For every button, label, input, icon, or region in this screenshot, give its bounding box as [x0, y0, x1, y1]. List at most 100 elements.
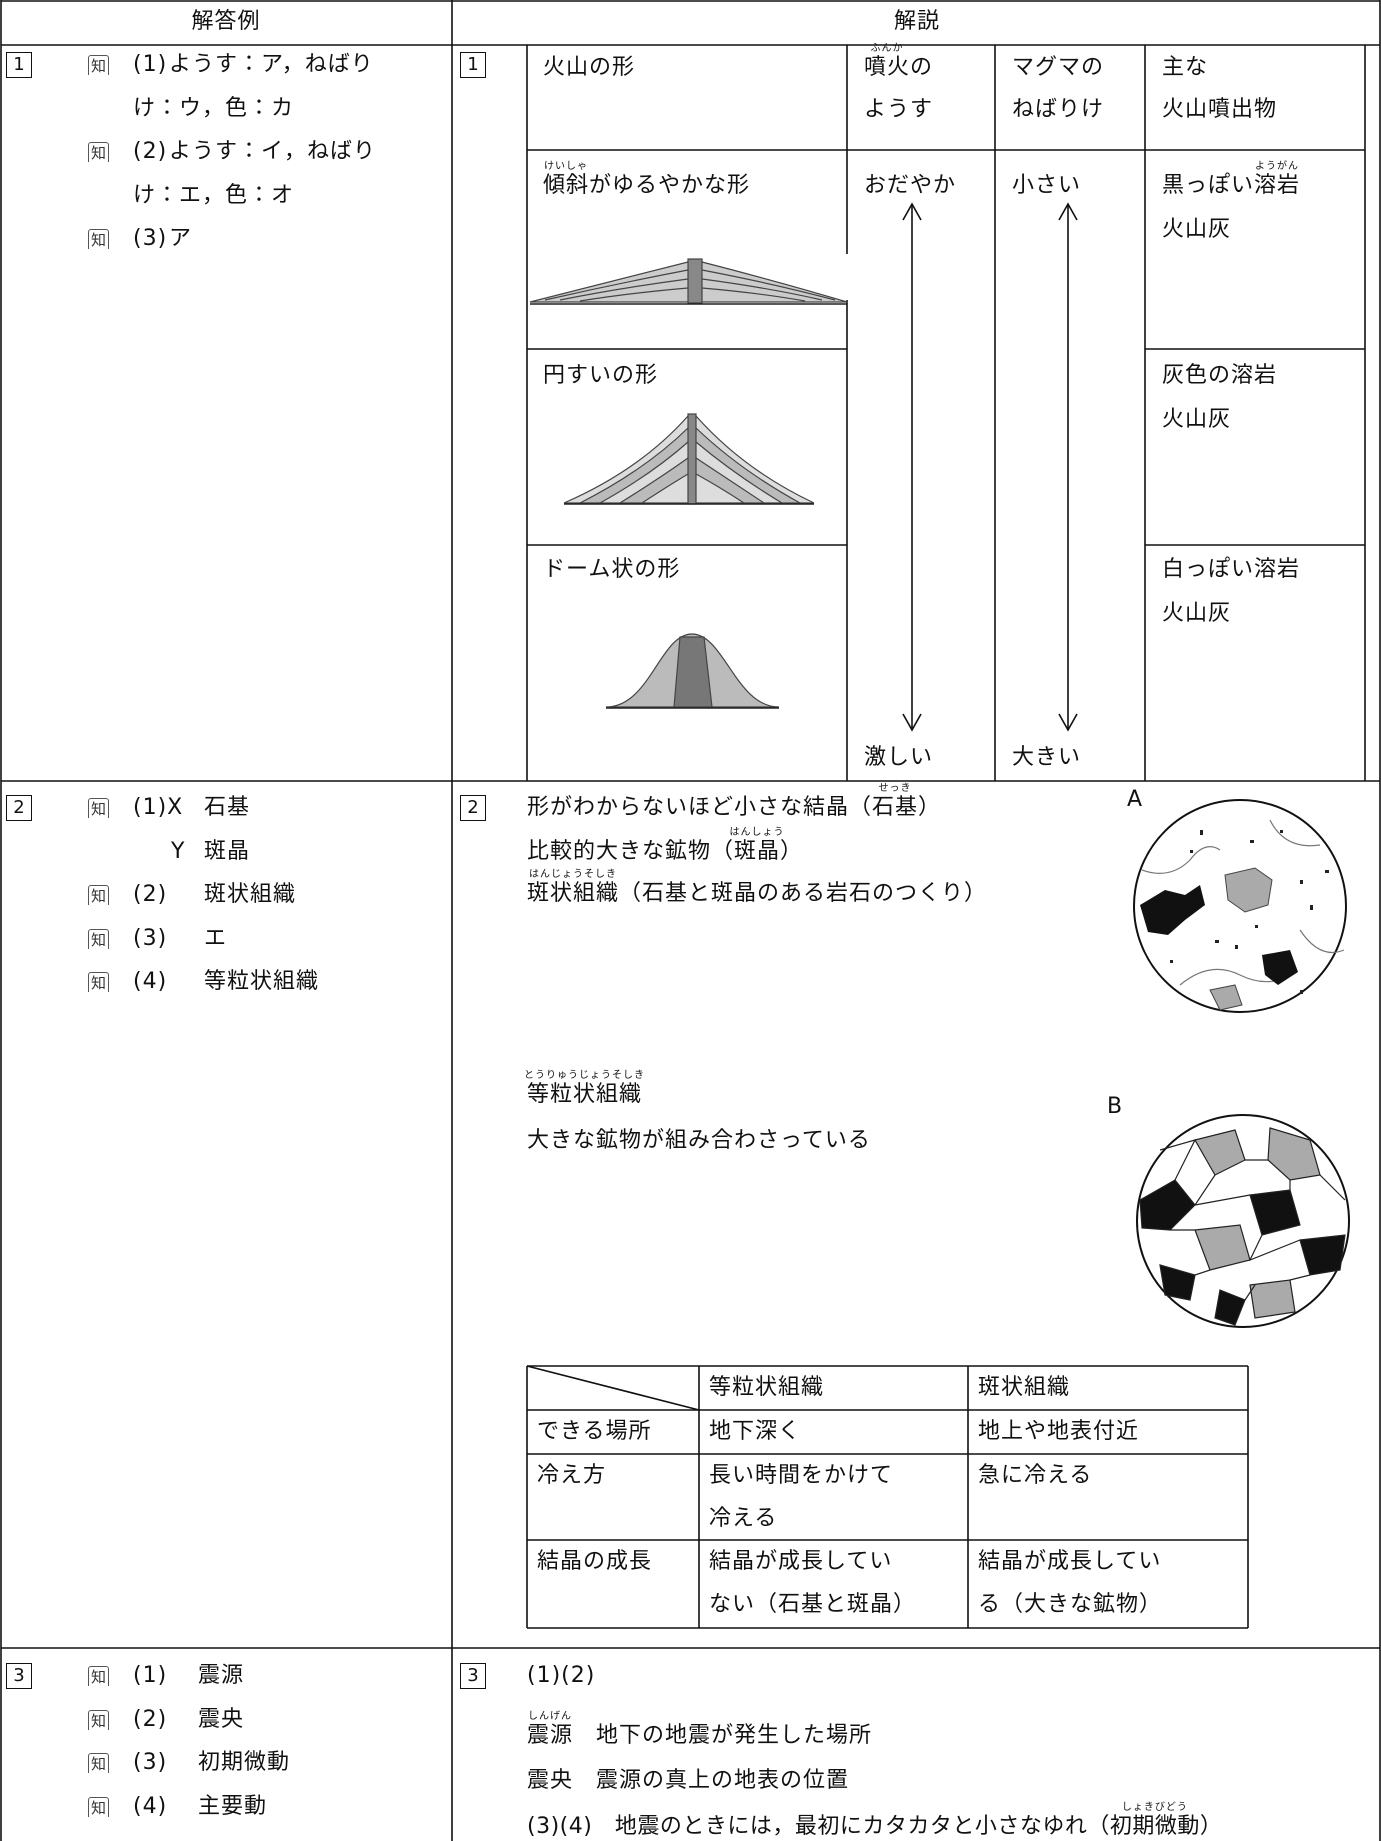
- text-segment: がゆるやかな形: [589, 173, 751, 198]
- ruby-word: 震源 しんげん: [527, 1711, 573, 1750]
- explanation-line: 震央 震源の真上の地表の位置: [527, 1767, 849, 1795]
- volcano-shape: ドーム状の形: [543, 556, 680, 584]
- cone-volcano: [563, 413, 815, 505]
- section-number: 2: [460, 795, 486, 821]
- text-segment: ）: [1199, 1814, 1223, 1839]
- answer-label: Y: [171, 838, 186, 864]
- explanation-line: 等粒状組織 とうりゅうじょうそしき: [524, 1070, 644, 1109]
- answer-label: (3): [133, 925, 168, 951]
- section-number: 1: [6, 52, 32, 78]
- answer-label: (2): [133, 1706, 168, 1732]
- ruby-base: 噴火: [864, 55, 911, 80]
- text-segment: の: [910, 55, 934, 80]
- answer-text: 斑状組織: [204, 882, 297, 907]
- equigranular-rock: [1136, 1114, 1350, 1328]
- column-header: 解説: [893, 9, 941, 34]
- answer-label: (3): [133, 1750, 168, 1775]
- section-number: 2: [6, 795, 32, 821]
- figure-label: B: [1107, 1094, 1124, 1119]
- text-segment: マグマの: [1012, 55, 1105, 80]
- text-segment: 白っぽい溶岩: [1162, 557, 1301, 582]
- volcano-shape: 傾斜 けいしゃ がゆるやかな形: [543, 161, 751, 200]
- table-header: ねばりけ: [1012, 96, 1104, 124]
- knowledge-mark: 知: [88, 928, 110, 949]
- answer-text: エ: [204, 925, 228, 951]
- text-segment: 火山灰: [1162, 217, 1232, 242]
- explanation-line: 斑状組織 はんじょうそしき （石基と斑晶のある岩石のつくり）: [527, 869, 987, 908]
- explanation-line: 比較的大きな鉱物（斑晶 はんしょう）: [527, 827, 803, 866]
- answer-text: 斑晶: [204, 838, 251, 864]
- knowledge-mark: 知: [88, 1796, 110, 1817]
- text-segment: 形がわからないほど小さな結晶（: [527, 795, 873, 820]
- furigana: はんしょう: [729, 827, 785, 838]
- explanation-line: 形がわからないほど小さな結晶（石基 せっき）: [527, 783, 941, 822]
- ruby-word: 斑状組織 はんじょうそしき: [527, 869, 620, 908]
- knowledge-mark: 知: [88, 798, 110, 818]
- answer-text: 震央: [198, 1706, 245, 1732]
- answer-label: (4): [133, 969, 168, 994]
- text-segment: 地下の地震が発生した場所: [573, 1723, 873, 1748]
- answer-text: 震源: [198, 1663, 245, 1688]
- furigana: ふんか: [870, 43, 904, 54]
- table-header: 斑状組織: [978, 1375, 1071, 1400]
- explanation-line: 大きな鉱物が組み合わさっている: [527, 1127, 871, 1155]
- section-number: 3: [460, 1663, 486, 1689]
- ruby-word: 斑晶 はんしょう: [730, 827, 784, 866]
- ruby-base: 傾斜: [543, 173, 590, 198]
- answer-text: 初期微動: [198, 1750, 291, 1775]
- answer-text: け：ウ，色：カ: [133, 95, 295, 121]
- answer-text: 石基: [204, 795, 251, 820]
- table-header: マグマの: [1012, 54, 1104, 82]
- column-header: 解答例: [191, 9, 261, 34]
- eruption-label: 激しい: [864, 745, 934, 770]
- ruby-word: 初期微動 しょきびどう: [1110, 1802, 1200, 1841]
- knowledge-mark: 知: [88, 229, 110, 249]
- ruby-base: 斑晶: [734, 839, 781, 864]
- knowledge-mark: 知: [88, 55, 110, 75]
- dome-volcano: [605, 633, 780, 709]
- product: 火山灰: [1162, 216, 1231, 244]
- ruby-base: 溶岩: [1254, 173, 1301, 198]
- text-segment: 主な: [1162, 55, 1209, 80]
- table-cell: 地下深く: [709, 1419, 802, 1444]
- furigana: はんじょうそしき: [529, 869, 617, 880]
- explanation-line: (1)(2): [527, 1662, 595, 1690]
- furigana: せっき: [878, 783, 912, 794]
- ruby-base: 斑状組織: [527, 881, 620, 906]
- explanation-line: (3)(4) 地震のときには，最初にカタカタと小さなゆれ（初期微動 しょきびどう）: [527, 1802, 1223, 1841]
- porphyritic-rock: [1133, 799, 1347, 1013]
- table-cell: 結晶が成長してい: [978, 1549, 1162, 1574]
- knowledge-mark: 知: [88, 142, 110, 162]
- text-segment: 震央 震源の真上の地表の位置: [527, 1768, 850, 1793]
- eruption-label: おだやか: [864, 173, 957, 198]
- row-label: できる場所: [537, 1419, 652, 1444]
- viscosity-label: 大きい: [1012, 745, 1082, 770]
- arrow: [902, 202, 1078, 732]
- knowledge-mark: 知: [88, 1666, 110, 1686]
- text-segment: ドーム状の形: [543, 557, 681, 582]
- shield-volcano: [529, 258, 848, 305]
- answer-text: ア: [169, 226, 193, 251]
- text-segment: 火山噴出物: [1162, 97, 1278, 122]
- table-cell: 冷える: [709, 1506, 778, 1531]
- text-segment: 火山灰: [1162, 407, 1232, 432]
- text-segment: 黒っぽい: [1162, 173, 1255, 198]
- table-cell: 長い時間をかけて: [709, 1463, 894, 1488]
- knowledge-mark: 知: [88, 972, 110, 992]
- knowledge-mark: 知: [88, 1709, 110, 1730]
- ruby-word: 噴火 ふんか: [864, 43, 911, 82]
- text-segment: (3)(4) 地震のときには，最初にカタカタと小さなゆれ（: [527, 1814, 1110, 1839]
- table-header: 噴火 ふんかの: [864, 43, 934, 82]
- text-segment: 円すいの形: [543, 363, 659, 388]
- volcano-shape: 円すいの形: [543, 362, 658, 390]
- table-header: ようす: [864, 96, 933, 124]
- answer-text: 等粒状組織: [204, 969, 320, 994]
- answer-text: ようす：ア，ねばり: [169, 52, 374, 77]
- explanation-line: 震源 しんげん 地下の地震が発生した場所: [527, 1711, 873, 1750]
- ruby-base: 等粒状組織: [527, 1082, 643, 1107]
- table-cell: る（大きな鉱物）: [978, 1592, 1163, 1617]
- table-header: 等粒状組織: [709, 1375, 825, 1400]
- answer-label: (1): [133, 52, 168, 77]
